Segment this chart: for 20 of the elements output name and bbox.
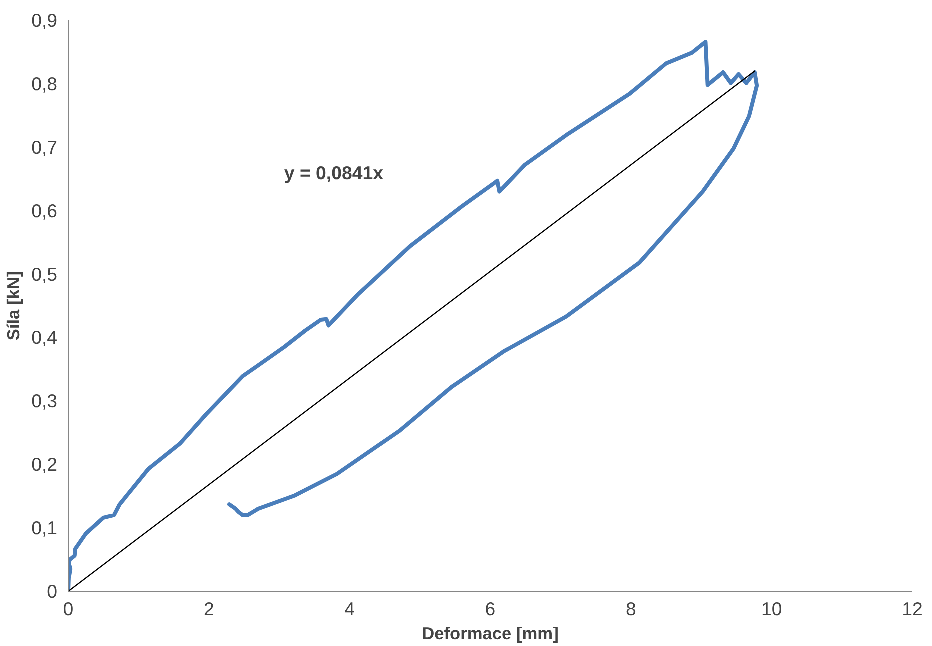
y-axis-title: Síla [kN] [4, 271, 24, 341]
y-tick-label: 0,3 [32, 390, 58, 412]
y-tick-label: 0,4 [32, 327, 58, 348]
x-tick-label: 8 [626, 598, 636, 620]
y-tick-label: 0,2 [32, 454, 58, 476]
y-tick-label: 0,1 [32, 518, 58, 539]
x-tick-label: 6 [485, 598, 496, 620]
x-tick-label: 4 [344, 598, 356, 620]
y-tick-label: 0,7 [32, 136, 58, 158]
x-tick-label: 2 [204, 598, 214, 620]
y-tick-label: 0 [47, 581, 58, 602]
x-axis-title: Deformace [mm] [422, 624, 559, 644]
x-tick-label: 10 [761, 598, 782, 620]
y-tick-label: 0,5 [32, 264, 58, 285]
y-tick-label: 0,9 [32, 10, 58, 31]
y-tick-label: 0,8 [32, 73, 58, 94]
x-tick-label: 12 [902, 598, 923, 620]
x-tick-label: 0 [63, 598, 74, 620]
annotation: y = 0,0841x [284, 162, 384, 184]
y-tick-label: 0,6 [32, 200, 58, 222]
